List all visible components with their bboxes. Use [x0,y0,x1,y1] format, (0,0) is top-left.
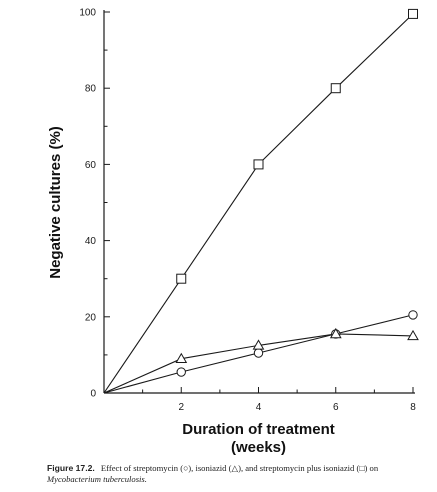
data-point-triangle [329,327,342,339]
y-tick-label: 0 [90,389,96,400]
data-point-square [176,273,187,284]
series-lines [103,13,414,394]
data-point-triangle [175,352,188,363]
y-tick-label: 60 [85,160,97,171]
x-axis-label-unit: (weeks) [231,439,286,456]
data-point-square [253,159,264,170]
x-tick-label: 4 [256,402,262,413]
data-point-circle [408,310,418,320]
data-point-circle [176,367,186,377]
y-axis-label: Negative cultures (%) [47,126,64,279]
data-point-circle [253,348,264,358]
caption-label: Figure 17.2. [47,463,95,473]
x-tick-label: 2 [178,402,184,413]
data-point-triangle [252,339,265,350]
figure-caption: Figure 17.2. Effect of streptomycin (○),… [47,463,432,485]
chart-axes: 0 20 40 60 80 100 2 4 6 8 [79,8,416,414]
y-tick-label: 100 [79,8,96,19]
axis-labels: Duration of treatment(weeks) Negative cul… [47,126,335,456]
data-point-square [330,83,341,94]
caption-organism: Mycobacterium tuberculosis. [47,474,147,484]
series-markers [175,8,419,377]
y-tick-label: 80 [85,84,97,95]
series-line-square [103,13,414,394]
caption-text: Effect of streptomycin (○), isoniazid (△… [100,463,379,473]
x-tick-label: 8 [410,402,416,413]
data-point-square [408,8,418,19]
data-point-triangle [407,329,419,341]
x-tick-label: 6 [333,402,339,413]
x-axis-label: Duration of treatment [182,421,335,438]
y-tick-label: 40 [85,236,97,247]
y-tick-label: 20 [85,312,97,323]
